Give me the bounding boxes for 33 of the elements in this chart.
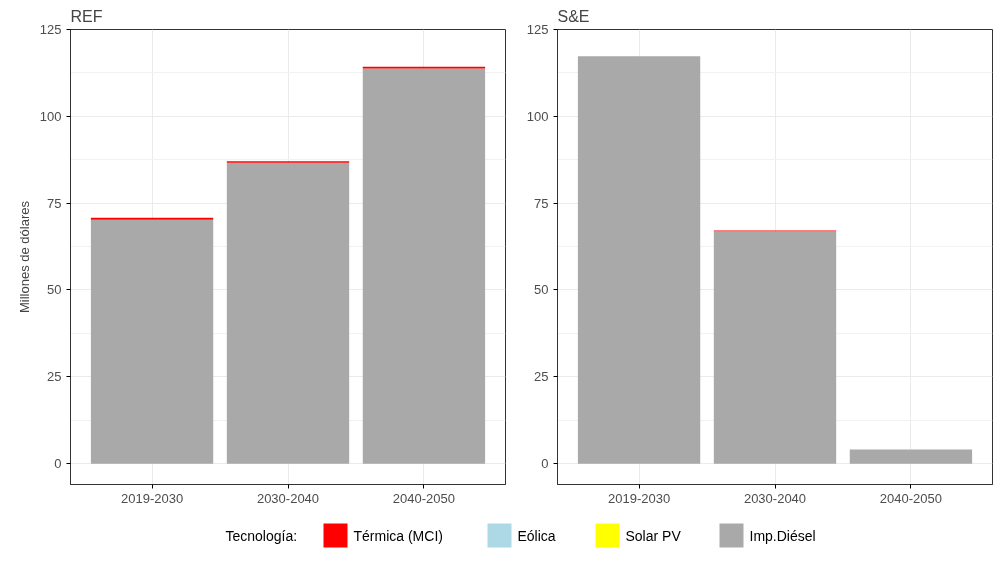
x-tick-label: 2040-2050 xyxy=(879,490,943,506)
bar xyxy=(849,449,973,464)
bar xyxy=(226,162,350,464)
legend-label: Eólica xyxy=(517,527,556,544)
y-tick-label: 0 xyxy=(541,456,549,472)
y-tick-label: 0 xyxy=(54,456,62,472)
x-tick-label: 2019-2030 xyxy=(120,490,184,506)
legend-label: Imp.Diésel xyxy=(749,527,816,544)
y-tick-label: 125 xyxy=(39,22,62,37)
legend-title: Tecnología: xyxy=(225,527,298,544)
legend-label: Solar PV xyxy=(625,527,682,544)
y-tick-label: 25 xyxy=(534,369,549,385)
x-tick-label: 2030-2040 xyxy=(256,490,320,506)
legend-label: Térmica (MCI) xyxy=(353,527,443,544)
y-tick-label: 100 xyxy=(526,108,549,124)
y-tick-label: 50 xyxy=(534,282,549,298)
x-tick-label: 2040-2050 xyxy=(392,490,456,506)
y-axis-title: Millones de dólares xyxy=(16,200,32,313)
bar xyxy=(713,231,837,464)
x-tick-label: 2019-2030 xyxy=(607,490,671,506)
y-tick-label: 75 xyxy=(534,195,549,211)
chart-title: S&E xyxy=(557,7,590,25)
bar xyxy=(90,217,214,220)
x-tick-label: 2030-2040 xyxy=(743,490,807,506)
bar xyxy=(577,56,701,464)
bar xyxy=(90,219,214,464)
y-tick-label: 75 xyxy=(47,195,62,211)
bar xyxy=(362,68,486,464)
chart-title: REF xyxy=(70,7,103,25)
y-tick-label: 50 xyxy=(47,282,62,298)
y-tick-label: 100 xyxy=(39,108,62,124)
y-tick-label: 25 xyxy=(47,369,62,385)
y-tick-label: 125 xyxy=(526,22,549,37)
